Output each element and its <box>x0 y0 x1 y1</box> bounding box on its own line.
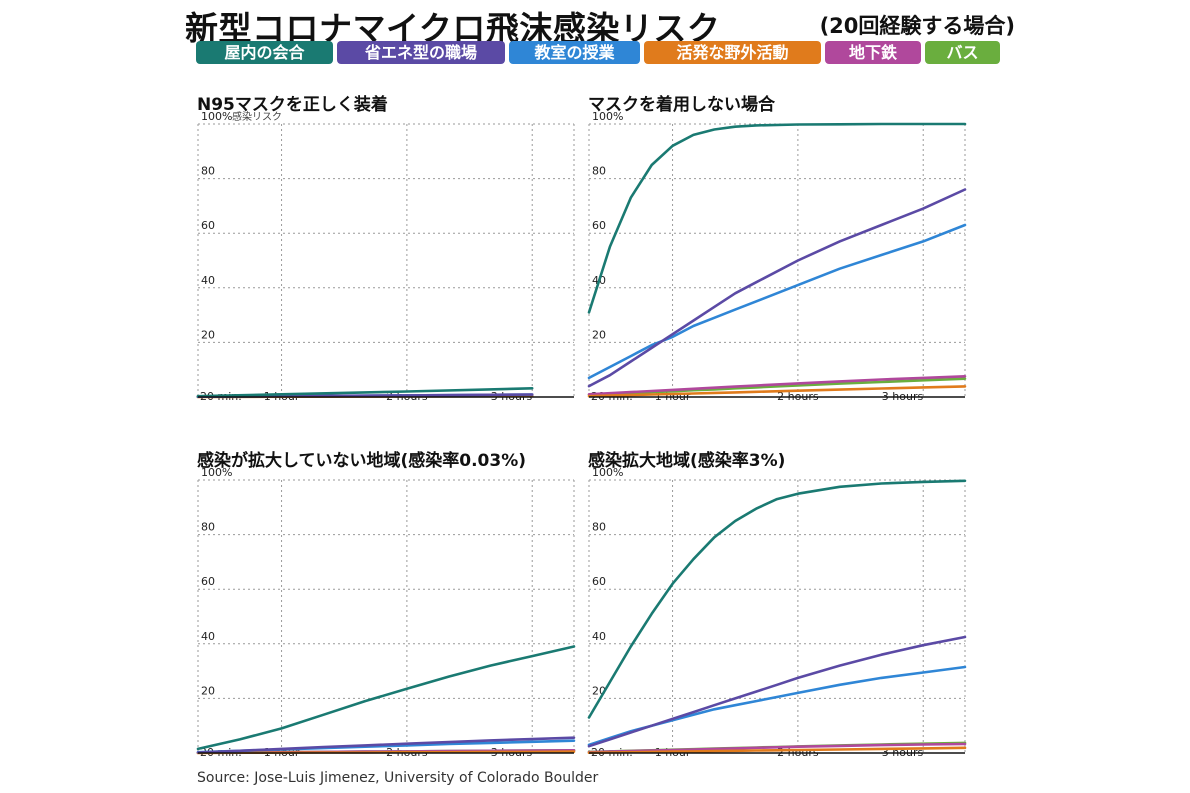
y-tick-label: 80 <box>201 165 215 178</box>
series-line <box>587 746 967 755</box>
series-line <box>587 374 967 396</box>
legend-item-energy-saving-office: 省エネ型の職場 <box>337 41 505 64</box>
series-line <box>587 385 967 398</box>
legend-item-subway: 地下鉄 <box>825 41 921 64</box>
y-tick-label: 80 <box>592 521 606 534</box>
legend-item-classroom: 教室の授業 <box>509 41 640 64</box>
legend: 屋内の会合 省エネ型の職場 教室の授業 活発な野外活動 地下鉄 バス <box>196 41 1000 64</box>
series-line <box>196 386 534 398</box>
panel-title-high-spread: 感染拡大地域(感染率3%) <box>588 451 786 471</box>
series-line <box>196 645 576 751</box>
y-tick-label: 40 <box>592 630 606 643</box>
y-tick-label: 100% <box>592 466 623 479</box>
legend-item-outdoor-activity: 活発な野外活動 <box>644 41 821 64</box>
panel-title-no-mask: マスクを着用しない場合 <box>588 95 775 115</box>
y-tick-label: 20 <box>201 684 215 697</box>
series-line <box>587 122 967 314</box>
series-line <box>587 223 967 380</box>
series-line <box>196 736 576 754</box>
y-tick-label: 60 <box>592 575 606 588</box>
y-tick-label: 20 <box>201 328 215 341</box>
series-line <box>587 479 967 719</box>
y-tick-label: 40 <box>201 630 215 643</box>
y-tick-label: 40 <box>201 274 215 287</box>
y-tick-label: 20 <box>592 328 606 341</box>
series-line <box>587 188 967 388</box>
y-tick-label: 80 <box>201 521 215 534</box>
panel-title-low-spread: 感染が拡大していない地域(感染率0.03%) <box>197 451 527 471</box>
series-line <box>587 635 967 748</box>
legend-item-indoor-meeting: 屋内の会合 <box>196 41 333 64</box>
series-line <box>587 665 967 747</box>
y-tick-label: 60 <box>201 219 215 232</box>
y-tick-label: 60 <box>201 575 215 588</box>
source-note: Source: Jose-Luis Jimenez, University of… <box>197 770 599 786</box>
y-tick-label: 100% <box>201 110 232 123</box>
header: 新型コロナマイクロ飛沫感染リスク (20回経験する場合) <box>185 0 1015 48</box>
y-tick-label: 100% <box>201 466 232 479</box>
y-tick-label: 60 <box>592 219 606 232</box>
y-axis-label: 感染リスク <box>232 110 282 123</box>
y-tick-label: 80 <box>592 165 606 178</box>
page-subtitle: (20回経験する場合) <box>819 14 1015 38</box>
y-tick-label: 100% <box>592 110 623 123</box>
legend-item-bus: バス <box>925 41 1000 64</box>
panel-title-n95: N95マスクを正しく装着 <box>197 95 388 115</box>
